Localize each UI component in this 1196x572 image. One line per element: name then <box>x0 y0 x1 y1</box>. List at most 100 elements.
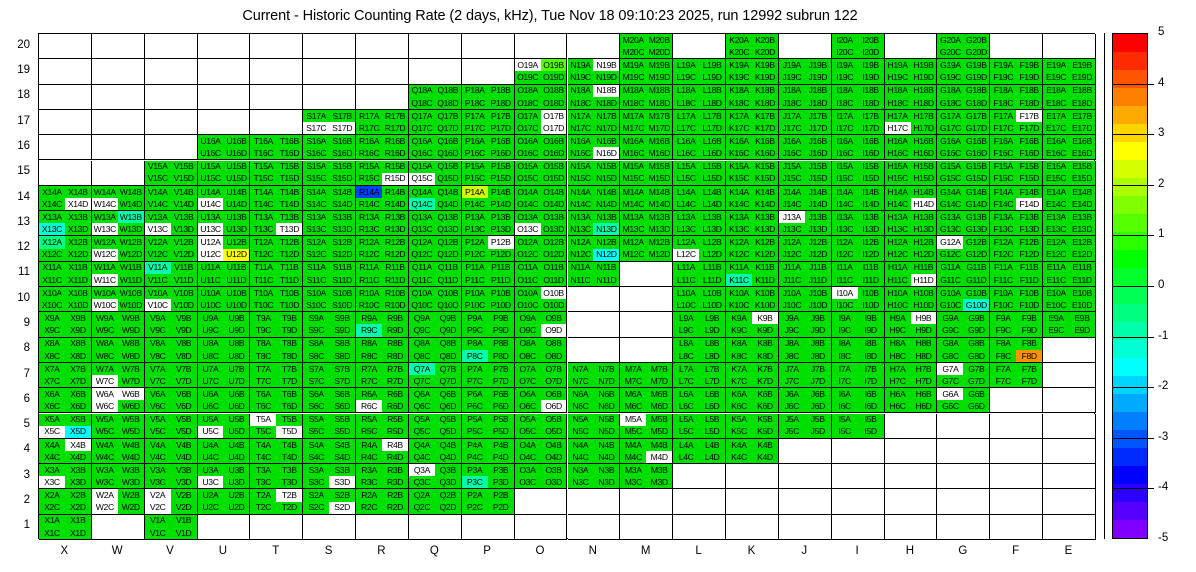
heatmap-channel[interactable]: V13D <box>170 223 197 236</box>
heatmap-channel[interactable]: E14B <box>1069 185 1095 198</box>
heatmap-channel[interactable]: T8C <box>250 349 277 362</box>
heatmap-channel[interactable]: P8D <box>487 349 514 362</box>
heatmap-channel[interactable]: L9B <box>699 312 726 325</box>
heatmap-channel[interactable]: L14D <box>699 197 726 211</box>
heatmap-channel[interactable]: V15C <box>144 172 171 185</box>
heatmap-channel[interactable]: K6D <box>751 400 778 413</box>
heatmap-channel[interactable]: S10B <box>329 287 356 300</box>
heatmap-channel[interactable]: E18B <box>1069 84 1095 97</box>
heatmap-channel[interactable]: I13B <box>857 211 884 224</box>
heatmap-supercell[interactable]: P18A P18B P18C P18D <box>461 84 515 110</box>
heatmap-supercell[interactable]: N7A N7B N7C N7D <box>567 362 621 389</box>
heatmap-channel[interactable]: N13C <box>567 223 594 236</box>
heatmap-channel[interactable]: X11B <box>64 261 91 274</box>
heatmap-channel[interactable]: F7A <box>990 362 1017 376</box>
heatmap-channel[interactable]: E13C <box>1043 223 1070 236</box>
heatmap-channel[interactable]: Q16B <box>434 135 461 148</box>
heatmap-channel[interactable]: U11C <box>197 273 224 286</box>
heatmap-channel[interactable]: W6D <box>117 400 144 413</box>
heatmap-channel[interactable]: F14D <box>1016 197 1043 211</box>
heatmap-channel[interactable]: T12C <box>250 248 277 261</box>
heatmap-channel[interactable]: U5B <box>223 413 250 426</box>
heatmap-channel[interactable]: V9B <box>170 312 197 325</box>
heatmap-channel[interactable]: J16B <box>804 135 831 148</box>
heatmap-supercell[interactable]: V14A V14B V14C V14D <box>144 185 198 212</box>
heatmap-channel[interactable]: S8C <box>303 349 330 362</box>
heatmap-channel[interactable]: M7B <box>646 362 673 376</box>
heatmap-supercell[interactable]: L18A L18B L18C L18D <box>673 84 727 110</box>
heatmap-channel[interactable]: N18A <box>567 84 594 97</box>
heatmap-supercell[interactable]: L15A L15B L15C L15D <box>673 160 727 186</box>
heatmap-channel[interactable]: J5C <box>778 425 805 438</box>
heatmap-channel[interactable]: R13C <box>356 223 383 236</box>
heatmap-supercell[interactable]: Q12A Q12B Q12C Q12D <box>408 236 462 262</box>
heatmap-supercell[interactable]: U15A U15B U15C U15D <box>197 160 251 186</box>
heatmap-channel[interactable]: V7A <box>144 362 171 376</box>
heatmap-channel[interactable]: W6A <box>91 388 118 401</box>
heatmap-channel[interactable]: U4A <box>197 438 224 451</box>
heatmap-channel[interactable]: S11A <box>303 261 330 274</box>
heatmap-channel[interactable]: F11A <box>990 261 1017 274</box>
heatmap-channel[interactable]: N11C <box>567 273 594 286</box>
heatmap-channel[interactable]: X13C <box>39 223 65 236</box>
heatmap-channel[interactable]: I12B <box>857 236 884 249</box>
heatmap-channel[interactable]: R6D <box>382 400 408 413</box>
heatmap-channel[interactable]: G16D <box>963 147 990 160</box>
heatmap-supercell[interactable]: W11A W11B W11C W11D <box>91 261 145 287</box>
heatmap-channel[interactable]: Q16D <box>434 147 461 160</box>
heatmap-channel[interactable]: M7C <box>620 375 647 388</box>
heatmap-supercell[interactable]: N17A N17B N17C N17D <box>567 109 621 136</box>
heatmap-channel[interactable]: L9A <box>673 312 700 325</box>
heatmap-supercell[interactable]: S14A S14B S14C S14D <box>303 185 357 212</box>
heatmap-channel[interactable]: P15D <box>487 172 514 185</box>
heatmap-channel[interactable]: V14C <box>144 197 171 211</box>
heatmap-channel[interactable]: O14D <box>540 197 567 211</box>
heatmap-channel[interactable]: I11A <box>831 261 858 274</box>
heatmap-channel[interactable]: S4D <box>329 450 356 464</box>
heatmap-supercell[interactable]: W7A W7B W7C W7D <box>91 362 145 389</box>
heatmap-channel[interactable]: T16B <box>276 135 303 148</box>
heatmap-channel[interactable]: U7A <box>197 362 224 376</box>
heatmap-channel[interactable]: K6B <box>751 388 778 401</box>
heatmap-supercell[interactable]: W12A W12B W12C W12D <box>91 236 145 262</box>
heatmap-channel[interactable]: M15A <box>620 160 647 173</box>
heatmap-supercell[interactable]: M3A M3B M3C M3D <box>620 464 674 490</box>
heatmap-channel[interactable]: R8A <box>356 337 383 350</box>
heatmap-channel[interactable]: K8D <box>751 349 778 362</box>
heatmap-channel[interactable]: T10D <box>276 299 303 312</box>
heatmap-channel[interactable]: P9B <box>487 312 514 325</box>
heatmap-supercell[interactable]: Q7A Q7B Q7C Q7D <box>408 362 462 389</box>
heatmap-channel[interactable]: I20D <box>857 46 884 59</box>
heatmap-channel[interactable]: H15B <box>910 160 937 173</box>
heatmap-channel[interactable]: E14A <box>1043 185 1070 198</box>
heatmap-supercell[interactable]: I15A I15B I15C I15D <box>831 160 885 186</box>
heatmap-channel[interactable]: M17A <box>620 109 647 123</box>
heatmap-channel[interactable]: G16C <box>937 147 964 160</box>
heatmap-channel[interactable]: T6A <box>250 388 277 401</box>
heatmap-channel[interactable]: G18D <box>963 96 990 109</box>
heatmap-channel[interactable]: X7B <box>64 362 91 376</box>
heatmap-channel[interactable]: P2C <box>461 501 488 514</box>
heatmap-channel[interactable]: T11D <box>276 273 303 286</box>
heatmap-channel[interactable]: M3D <box>646 476 673 489</box>
heatmap-channel[interactable]: L12C <box>673 248 700 261</box>
heatmap-channel[interactable]: E16C <box>1043 147 1070 160</box>
heatmap-channel[interactable]: H7B <box>910 362 937 376</box>
heatmap-channel[interactable]: W2D <box>117 501 144 514</box>
heatmap-supercell[interactable]: S17A S17B S17C S17D <box>303 109 357 136</box>
heatmap-channel[interactable]: N6C <box>567 400 594 413</box>
heatmap-channel[interactable]: J13B <box>804 211 831 224</box>
heatmap-channel[interactable]: F15A <box>990 160 1017 173</box>
heatmap-channel[interactable]: N15B <box>593 160 620 173</box>
heatmap-supercell[interactable]: K4A K4B K4C K4D <box>726 438 779 465</box>
heatmap-channel[interactable]: S7C <box>303 375 330 388</box>
heatmap-channel[interactable]: R14C <box>356 197 383 211</box>
heatmap-supercell[interactable]: V6A V6B V6C V6D <box>144 388 198 414</box>
heatmap-channel[interactable]: O8B <box>540 337 567 350</box>
heatmap-channel[interactable]: K9D <box>751 324 778 337</box>
heatmap-channel[interactable]: J11B <box>804 261 831 274</box>
heatmap-channel[interactable]: M3C <box>620 476 647 489</box>
heatmap-supercell[interactable]: F9A F9B F9C F9D <box>990 312 1044 338</box>
heatmap-channel[interactable]: X2B <box>64 489 91 502</box>
heatmap-channel[interactable]: O18A <box>514 84 541 97</box>
